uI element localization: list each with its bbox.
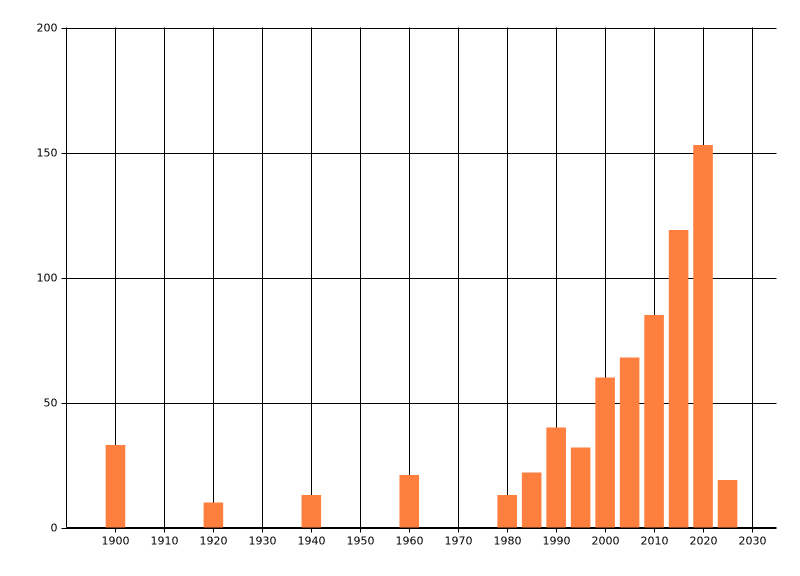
bar [497, 495, 517, 528]
x-tick-label: 1960 [396, 535, 424, 548]
bar [717, 480, 738, 528]
x-tick-label: 2030 [739, 535, 767, 548]
bar [301, 495, 322, 528]
x-tick-label: 1900 [102, 535, 130, 548]
bar [546, 427, 566, 528]
bar [693, 145, 713, 528]
bar [105, 445, 126, 528]
y-tick-label: 0 [51, 522, 58, 535]
y-tick-label: 100 [37, 272, 58, 285]
bar [203, 502, 224, 528]
x-tick-label: 1970 [445, 535, 473, 548]
x-tick-label: 2020 [690, 535, 718, 548]
x-tick-label: 1940 [298, 535, 326, 548]
bar [570, 447, 591, 528]
x-tick-label: 1910 [151, 535, 179, 548]
x-tick-label: 1950 [347, 535, 375, 548]
x-tick-label: 1980 [494, 535, 522, 548]
bar [521, 472, 542, 528]
x-tick-label: 1920 [200, 535, 228, 548]
x-tick-label: 2000 [592, 535, 620, 548]
x-tick-label: 1930 [249, 535, 277, 548]
bar [644, 315, 664, 528]
bar [595, 377, 615, 528]
x-tick-label: 2010 [641, 535, 669, 548]
y-tick-label: 150 [37, 147, 58, 160]
y-tick-label: 50 [44, 397, 58, 410]
x-tick-label: 1990 [543, 535, 571, 548]
y-tick-label: 200 [37, 22, 58, 35]
bar [668, 230, 689, 528]
bar [619, 357, 640, 528]
bar [399, 475, 420, 528]
